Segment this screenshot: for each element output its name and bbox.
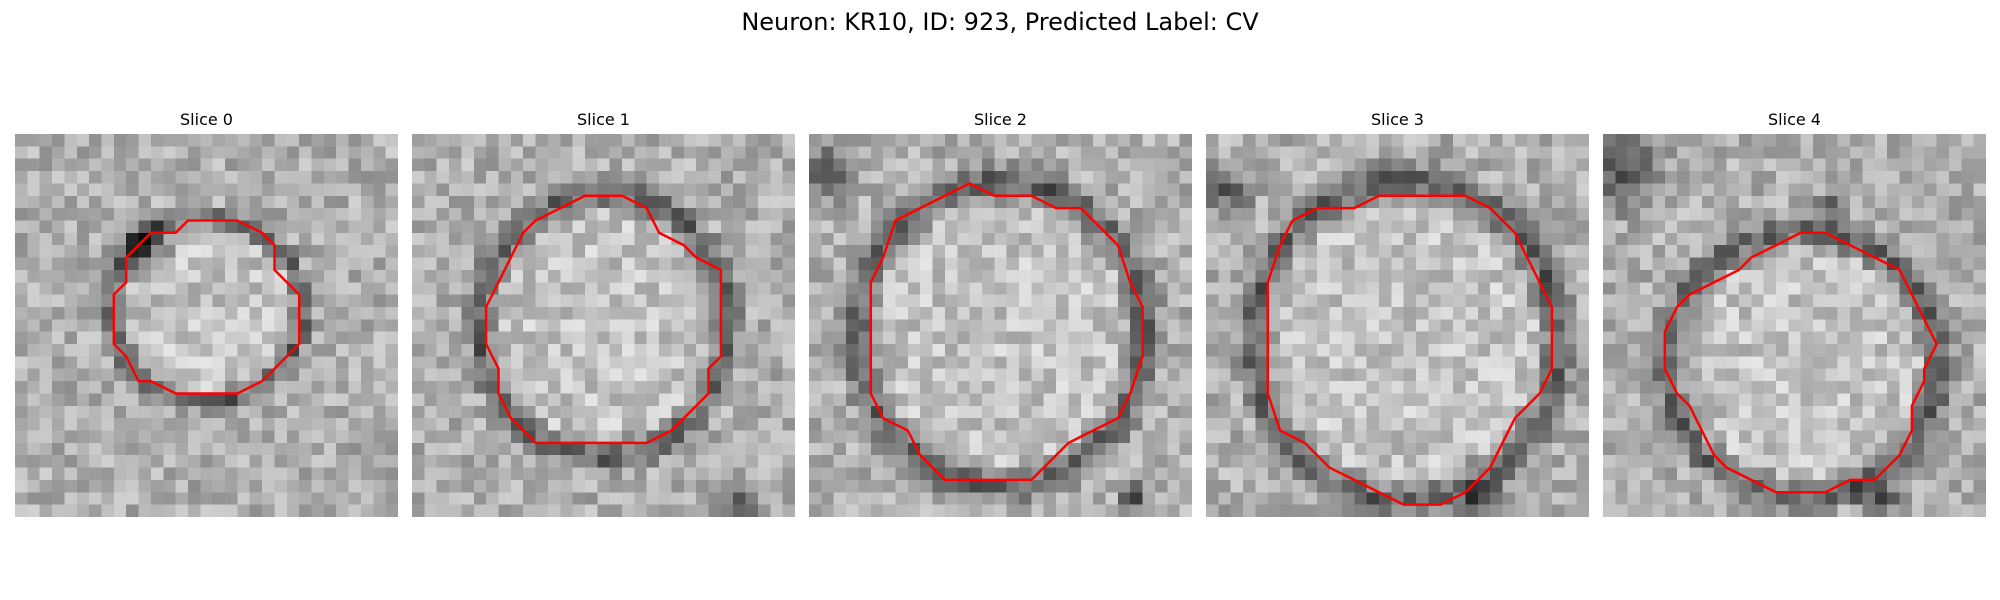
segmentation-contour xyxy=(1266,194,1554,506)
slice-image xyxy=(412,134,795,517)
slice-panel-0: Slice 0 xyxy=(15,110,398,517)
segmentation-contour xyxy=(484,194,723,445)
slice-panel-4: Slice 4 xyxy=(1603,110,1986,517)
slice-panel-3: Slice 3 xyxy=(1206,110,1589,517)
slice-title: Slice 4 xyxy=(1768,110,1821,129)
figure-title: Neuron: KR10, ID: 923, Predicted Label: … xyxy=(741,8,1259,36)
segmentation-contour xyxy=(112,219,301,395)
segmentation-contour xyxy=(869,182,1144,482)
slice-image xyxy=(809,134,1192,517)
slice-panel-2: Slice 2 xyxy=(809,110,1192,517)
slice-panel-1: Slice 1 xyxy=(412,110,795,517)
slice-title: Slice 2 xyxy=(974,110,1027,129)
slice-title: Slice 1 xyxy=(577,110,630,129)
contour-overlay xyxy=(869,182,1144,482)
contour-overlay xyxy=(1266,194,1554,506)
contour-overlay xyxy=(1663,231,1938,494)
slice-image xyxy=(15,134,398,517)
slice-title: Slice 3 xyxy=(1371,110,1424,129)
slice-title: Slice 0 xyxy=(180,110,233,129)
contour-overlay xyxy=(112,219,301,395)
contour-overlay xyxy=(484,194,723,445)
slice-image xyxy=(1206,134,1589,517)
segmentation-contour xyxy=(1663,231,1938,494)
